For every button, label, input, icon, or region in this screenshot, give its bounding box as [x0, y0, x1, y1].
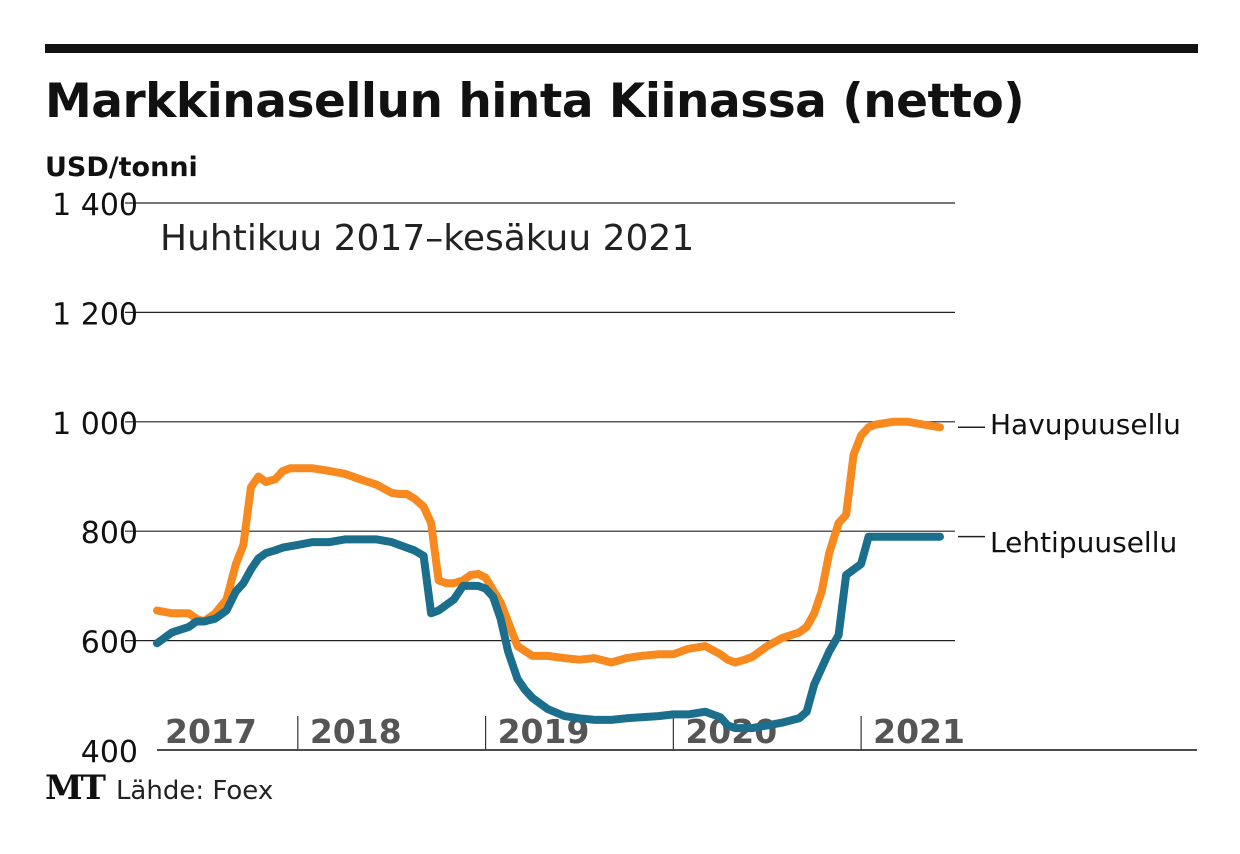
series-lines [153, 417, 944, 733]
series-label: Havupuusellu [990, 408, 1181, 441]
y-tick-label: 1 000 [52, 407, 138, 442]
series-labels: Havupuusellu Lehtipuusellu [958, 408, 1181, 559]
top-rule [45, 44, 1198, 53]
series-label: Lehtipuusellu [990, 526, 1177, 559]
y-tick-label: 800 [81, 516, 138, 551]
year-label: 2017 [165, 712, 257, 751]
y-tick-label: 600 [81, 626, 138, 661]
y-tick-label: 1 200 [52, 297, 138, 332]
mt-logo: MT [45, 768, 106, 808]
footer: MT Lähde: Foex [45, 768, 273, 808]
year-label: 2020 [685, 712, 777, 751]
year-label: 2018 [310, 712, 402, 751]
series-line [153, 417, 944, 667]
y-tick-label: 1 400 [52, 188, 138, 223]
page-title: Markkinasellun hinta Kiinassa (netto) [45, 74, 1025, 129]
y-axis-unit: USD/tonni [45, 152, 198, 183]
series-line [153, 532, 944, 733]
grid-lines [125, 202, 955, 642]
year-dividers [297, 716, 862, 750]
y-axis-ticks: 400 600 800 1 000 1 200 1 400 [52, 188, 138, 770]
source-note: Lähde: Foex [115, 776, 274, 806]
y-tick-label: 400 [81, 735, 138, 770]
year-label: 2021 [873, 712, 965, 751]
chart-subtitle: Huhtikuu 2017–kesäkuu 2021 [160, 218, 694, 259]
